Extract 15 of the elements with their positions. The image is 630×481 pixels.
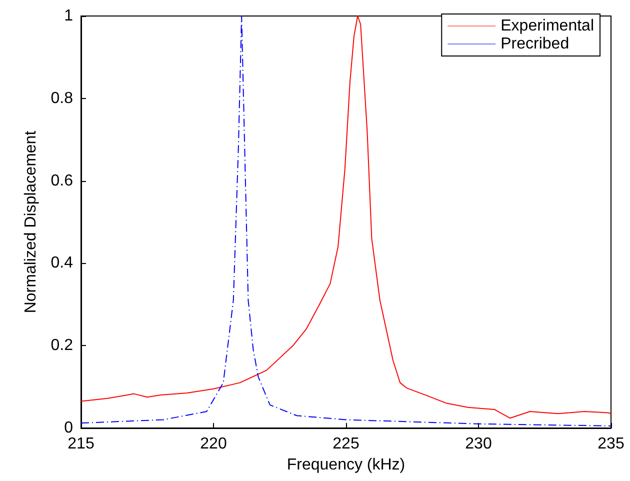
legend-label: Precribed: [500, 36, 570, 52]
x-axis-title: Frequency (kHz): [286, 456, 406, 474]
y-tick-label: 1: [64, 8, 74, 24]
y-tick-label: 0.8: [50, 90, 74, 107]
y-tick-label: 0.6: [50, 172, 74, 190]
x-tick-label: 235: [598, 436, 624, 452]
x-tick-label: 215: [68, 436, 94, 452]
x-tick-label: 220: [200, 436, 227, 452]
y-tick-label: 0.4: [50, 254, 74, 272]
y-axis-title: Normalized Displacement: [22, 130, 40, 314]
y-tick-label: 0.2: [50, 337, 74, 354]
legend-label: Experimental: [500, 18, 594, 34]
x-tick-label: 225: [332, 436, 360, 452]
x-tick-label: 230: [465, 436, 492, 452]
y-tick-label: 0: [64, 420, 74, 436]
